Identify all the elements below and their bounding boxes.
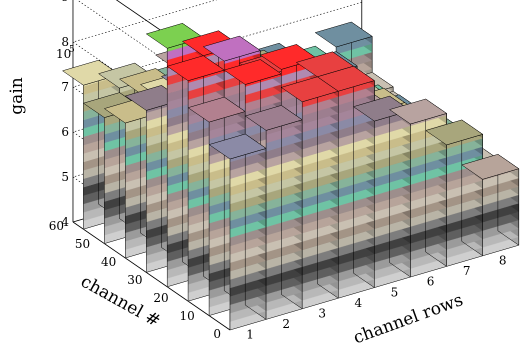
y-tick-label: 30 <box>127 273 142 287</box>
z-tick-label: 6 <box>61 125 69 139</box>
z-tick-label: 8 <box>61 35 69 49</box>
y-tick-label: 60 <box>49 219 64 233</box>
z-tick-label: 9 <box>61 0 69 4</box>
x-tick-label: 6 <box>427 275 435 289</box>
bar-top <box>208 133 267 160</box>
y-tick-label: 20 <box>153 291 168 305</box>
bar-r7-ch0 <box>425 119 484 267</box>
z-exponent-power: 5 <box>69 45 75 55</box>
y-tick-label: 40 <box>101 255 116 269</box>
bar-r1-ch0 <box>208 133 267 331</box>
bar-r8-ch0 <box>461 153 520 257</box>
bar-top <box>425 119 484 146</box>
bar-top <box>316 65 375 92</box>
y-tick-label: 10 <box>180 309 195 323</box>
bar-r3-ch0 <box>280 76 339 310</box>
bar-r4-ch0 <box>316 65 375 299</box>
x-tick-label: 7 <box>463 264 471 278</box>
x-tick-label: 5 <box>391 285 399 299</box>
bar-top <box>202 35 261 62</box>
x-tick-label: 1 <box>246 328 254 342</box>
z-tick-label: 4 <box>61 215 69 229</box>
bars <box>61 21 520 331</box>
y-tick-label: 0 <box>213 327 221 341</box>
bar-top <box>223 59 282 85</box>
z-tick-label: 7 <box>61 80 69 94</box>
z-tick-label: 5 <box>61 170 69 184</box>
z-exponent-base: 10 <box>56 47 71 61</box>
bar-top <box>187 96 246 123</box>
x-tick-label: 4 <box>355 296 363 310</box>
x-tick-label: 8 <box>499 254 507 268</box>
x-axis-title: channel rows <box>351 290 466 348</box>
bar-top <box>244 105 303 131</box>
frame-edge <box>72 221 231 331</box>
x-tick-label: 2 <box>282 317 290 331</box>
z-axis-title: gain <box>7 77 27 114</box>
bar-top <box>166 55 225 81</box>
bar-top <box>314 21 373 48</box>
bar-r5-ch0 <box>352 95 412 288</box>
bar-top <box>389 98 448 125</box>
bar-r2-ch0 <box>244 104 303 320</box>
y-axis-title: channel # <box>77 272 163 332</box>
bar-top <box>461 154 520 180</box>
y-tick-label: 50 <box>75 237 90 251</box>
x-tick-label: 3 <box>318 307 326 321</box>
